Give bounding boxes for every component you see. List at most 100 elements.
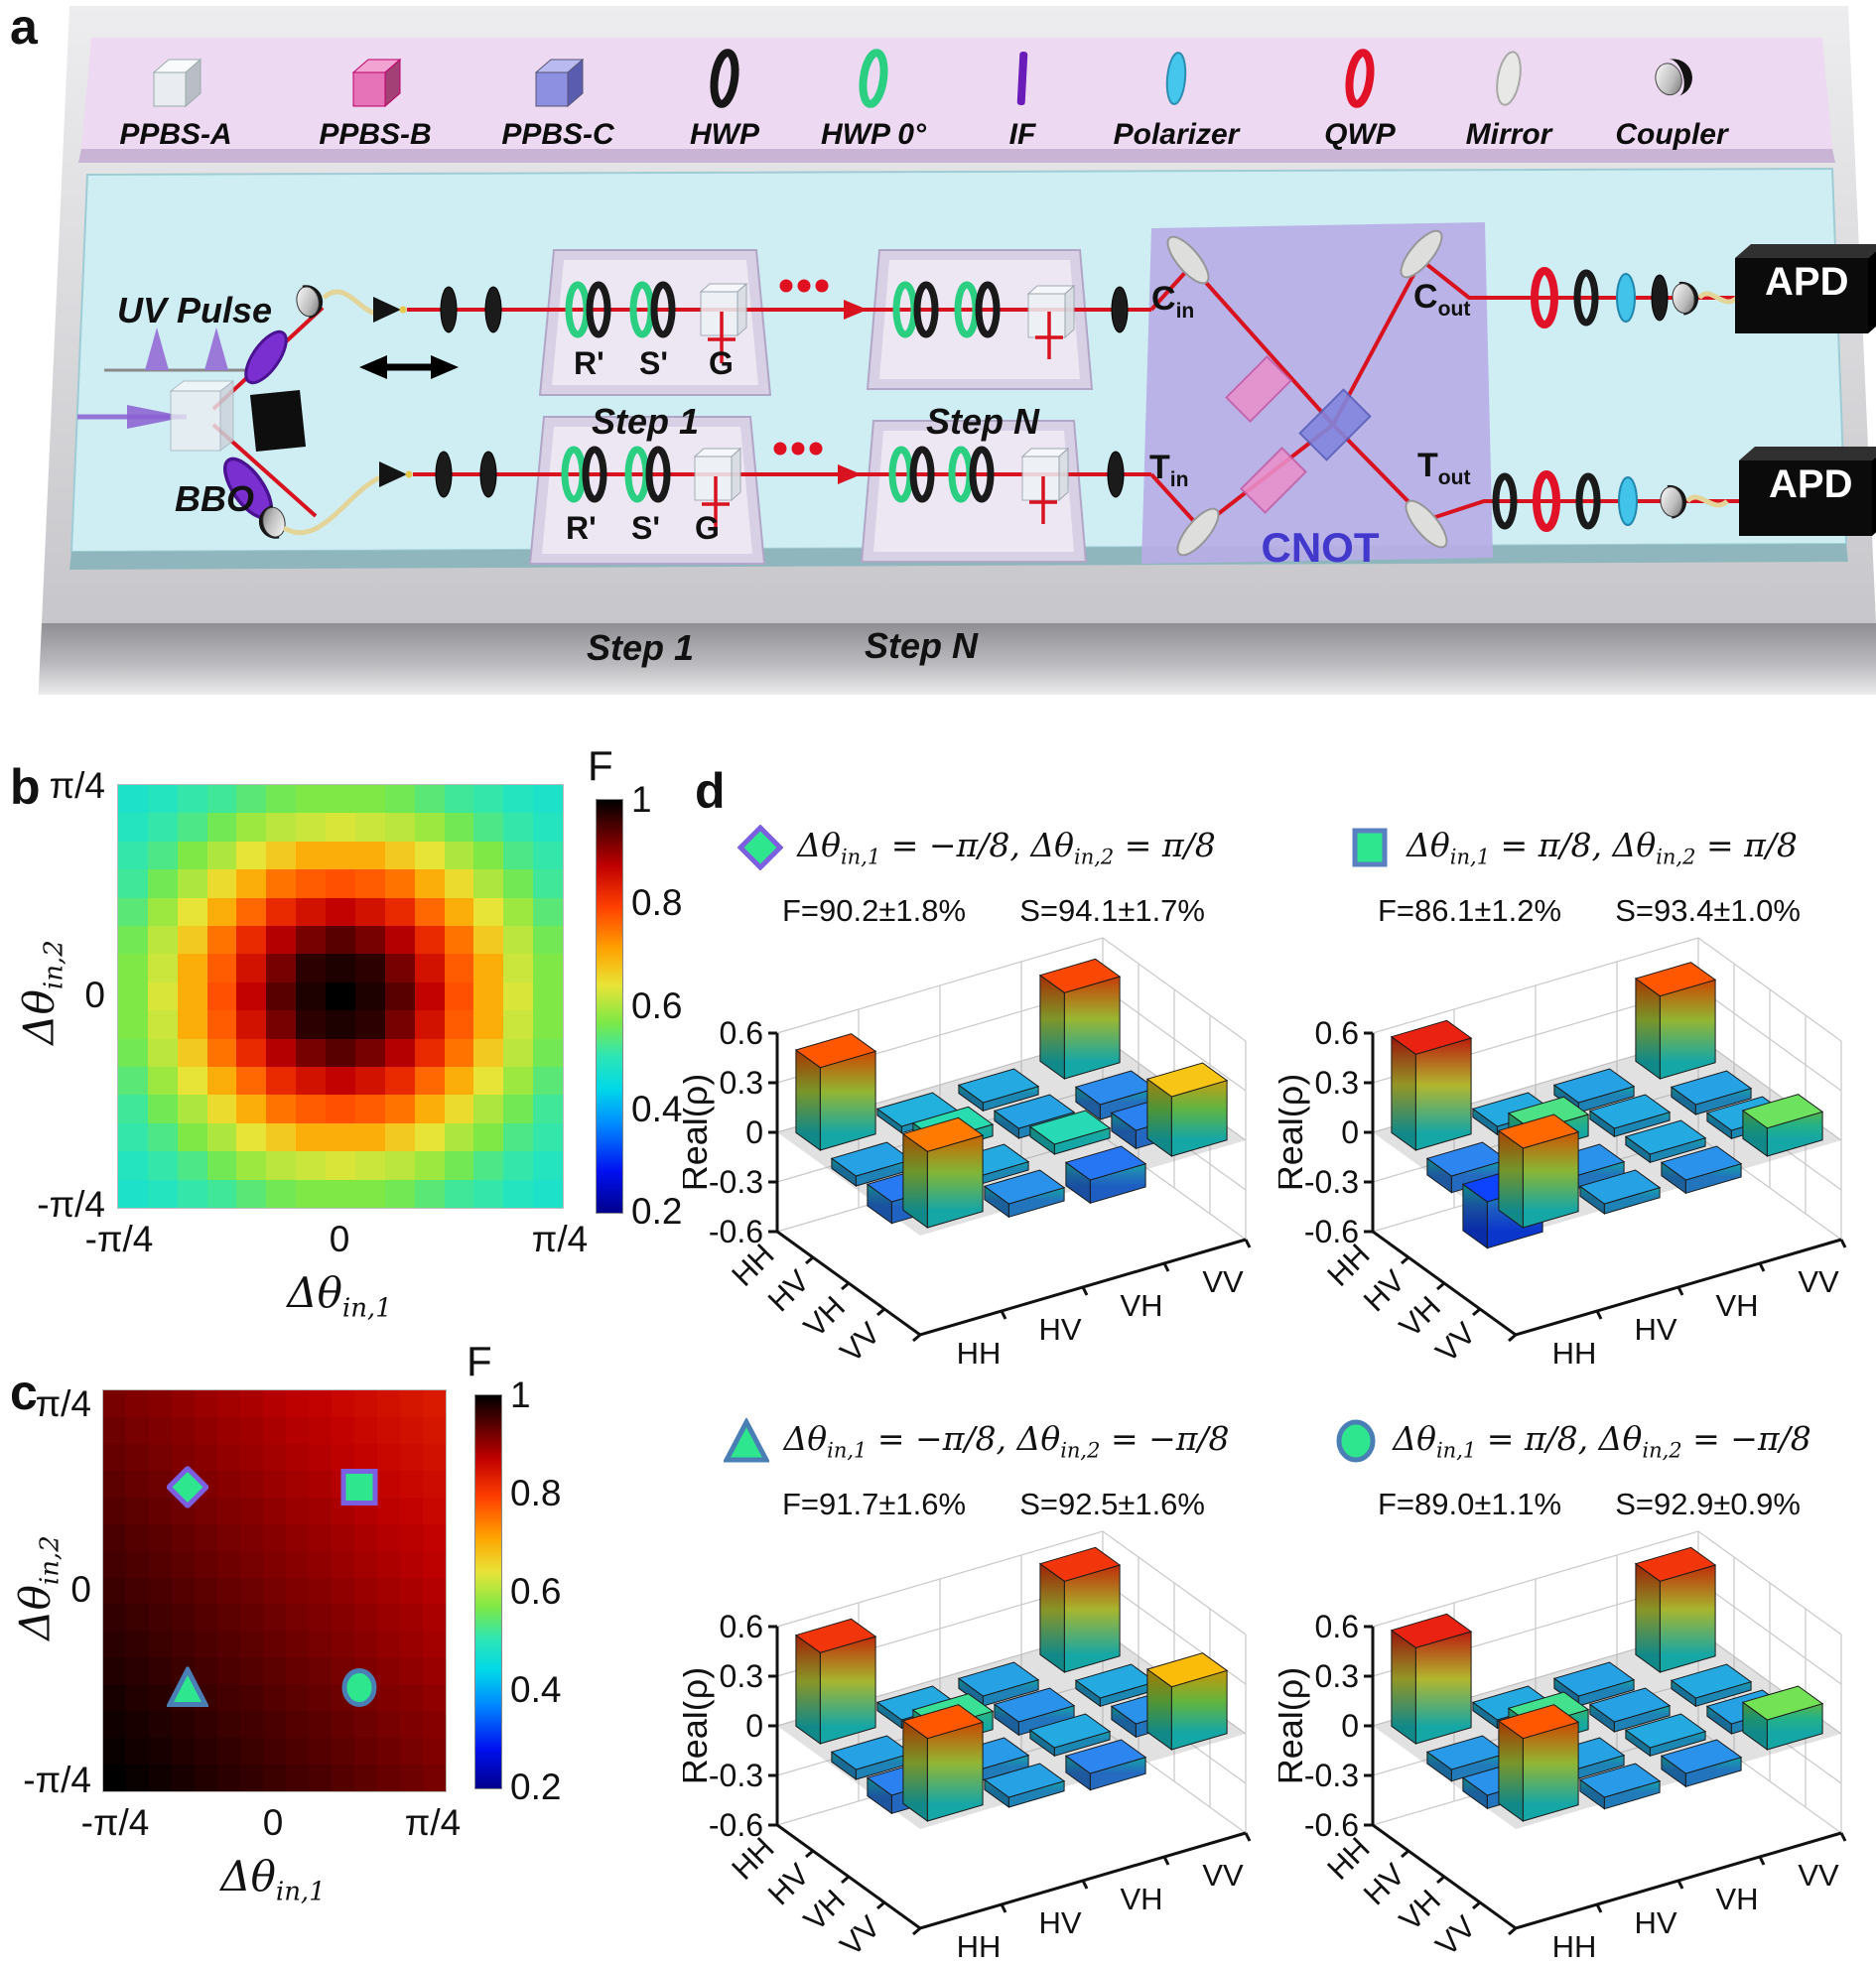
heatmap-cell	[326, 954, 355, 982]
heatmap-cell	[423, 1470, 446, 1498]
g-label: G	[695, 510, 720, 546]
bar3d-bar	[1659, 1564, 1716, 1673]
bar3d-bars	[1390, 962, 1824, 1249]
heatmap-cell	[286, 1604, 309, 1632]
heatmap-cell	[384, 1010, 415, 1039]
legend-item-label: HWP 0°	[821, 118, 926, 151]
beam-arrowhead-top	[844, 300, 868, 320]
legend-item-if: IF	[928, 46, 1117, 152]
heatmap-cell	[332, 1711, 354, 1739]
bar3d-bar	[957, 1068, 1040, 1104]
heatmap-cell	[195, 1497, 217, 1524]
heatmap-cell	[286, 1684, 309, 1712]
heatmap-cell	[172, 1470, 195, 1498]
z-tick-label: 0.6	[720, 1015, 763, 1051]
g-cube-bottom2	[1021, 448, 1069, 501]
heatmap-cell	[149, 1711, 172, 1739]
disc-cyan-icon	[1165, 52, 1187, 105]
heatmap-cell	[423, 1550, 446, 1578]
bar3d-bar	[1414, 1037, 1472, 1151]
heatmap-cell	[236, 1010, 267, 1039]
heatmap-cell	[423, 1738, 446, 1766]
apd-label-top: APD	[1765, 260, 1849, 304]
heatmap-cell	[400, 1470, 423, 1498]
heatmap-cell	[172, 1497, 195, 1524]
heatmap-cell	[444, 897, 474, 926]
heatmap-cell	[236, 841, 267, 870]
heatmap-cell	[266, 897, 297, 926]
heatmap-cell	[149, 1657, 172, 1685]
heatmap-cell	[296, 869, 327, 898]
b-cbar-tick: 0.8	[631, 882, 683, 923]
c-cbar-tick: 1	[510, 1375, 531, 1415]
heatmap-cell	[147, 841, 178, 870]
heatmap-cell	[195, 1711, 217, 1739]
heatmap-cell	[149, 1497, 172, 1524]
step1-label-top: Step 1	[591, 401, 700, 442]
heatmap-cell	[326, 785, 355, 814]
heatmap-cell	[240, 1738, 263, 1766]
heatmap-cell	[377, 1470, 400, 1498]
heatmap-cell	[172, 1657, 195, 1685]
bar3d-bar	[983, 1763, 1066, 1798]
heatmap-cell	[332, 1523, 354, 1551]
z-axis-label: Real(ρ)	[1278, 1074, 1310, 1192]
heatmap-cell	[103, 1631, 126, 1658]
r-prime-label: R'	[574, 345, 604, 381]
heatmap-cell	[309, 1631, 332, 1658]
heatmap-cell	[503, 841, 534, 870]
bar3d-bar	[1670, 1070, 1753, 1106]
heatmap-cell	[503, 1010, 534, 1039]
bar3d-bar	[1660, 1145, 1743, 1181]
cnot-label: CNOT	[1261, 524, 1380, 571]
d3-stats: F=91.7±1.6% S=92.5±1.6%	[683, 1487, 1271, 1522]
heatmap-cell	[263, 1684, 286, 1712]
heatmap-cell	[473, 869, 504, 898]
ring-red-icon	[1345, 49, 1375, 108]
heatmap-cell	[217, 1550, 240, 1578]
bar3d-bar	[1391, 1629, 1416, 1745]
heatmap-cell	[126, 1550, 149, 1578]
c-ytick-top: π/4	[35, 1383, 91, 1424]
heatmap-cell	[326, 982, 355, 1011]
heatmap-cell	[309, 1390, 332, 1417]
heatmap-cell	[236, 785, 267, 814]
heatmap-cell	[444, 841, 474, 870]
heatmap-cell	[533, 1038, 563, 1067]
legend-item-label: PPBS-B	[319, 118, 432, 151]
heatmap-cell	[503, 897, 534, 926]
heatmap-cell	[177, 785, 207, 814]
bar3d-bar	[1741, 1685, 1824, 1721]
uv-pulse-waveform	[104, 327, 266, 372]
z-tick-label: 0	[745, 1114, 763, 1150]
heatmap-cell	[286, 1631, 309, 1658]
ring-green-icon	[859, 49, 888, 108]
heatmap-cell	[126, 1390, 149, 1417]
bar3d-bar	[819, 1636, 876, 1745]
bar3d-bar	[1670, 1663, 1753, 1699]
heatmap-cell	[533, 1066, 563, 1096]
heatmap-cell	[206, 1010, 237, 1039]
heatmap-cell	[384, 1066, 415, 1096]
col-category-label: HH	[957, 1929, 1002, 1964]
col-category-label: HV	[1038, 1905, 1081, 1940]
z-axis-label: Real(ρ)	[683, 1074, 715, 1192]
s-parameter-value: S=92.5±1.6%	[1019, 1487, 1205, 1521]
bar3d-bar	[1660, 1739, 1743, 1774]
bar3d-bar	[1063, 976, 1121, 1080]
bar3d-bar	[1624, 1713, 1707, 1749]
heatmap-cell	[147, 925, 178, 955]
heatmap-cell	[236, 869, 267, 898]
cube-white-icon	[152, 58, 202, 108]
heatmap-cell	[149, 1577, 172, 1605]
heatmap-cell	[296, 785, 327, 814]
bar3d-bar	[1497, 1704, 1580, 1740]
heatmap-cell	[286, 1523, 309, 1551]
c-out-label: Cout	[1413, 278, 1471, 321]
heatmap-cell	[126, 1631, 149, 1658]
cube-pink-icon	[351, 58, 402, 108]
heatmap-cell	[286, 1497, 309, 1524]
heatmap-cell	[103, 1604, 126, 1632]
